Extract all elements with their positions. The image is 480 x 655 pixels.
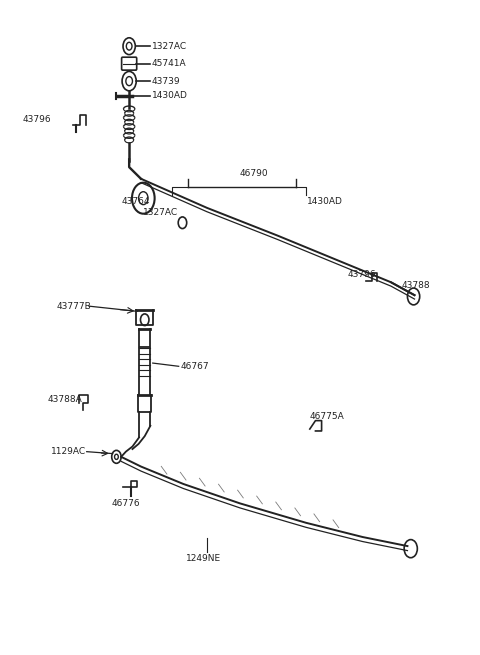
Circle shape: [178, 217, 187, 229]
Text: 1249NE: 1249NE: [186, 554, 221, 563]
Text: 46790: 46790: [240, 169, 269, 178]
Text: 1430AD: 1430AD: [152, 92, 188, 100]
Text: 43796: 43796: [348, 270, 376, 279]
Text: 1430AD: 1430AD: [307, 197, 343, 206]
Text: 45741A: 45741A: [152, 59, 186, 68]
Text: 43777B: 43777B: [57, 302, 92, 310]
Text: 46767: 46767: [181, 362, 210, 371]
Text: 1129AC: 1129AC: [51, 447, 86, 456]
Text: 43739: 43739: [152, 77, 180, 86]
Text: 1327AC: 1327AC: [144, 208, 179, 217]
Text: 43788A: 43788A: [48, 396, 82, 404]
Text: 46776: 46776: [112, 499, 140, 508]
Text: 1327AC: 1327AC: [152, 42, 187, 50]
Text: 43764: 43764: [121, 197, 150, 206]
Text: 43788: 43788: [402, 281, 431, 290]
Text: 46775A: 46775A: [310, 412, 345, 421]
Text: 43796: 43796: [23, 115, 52, 124]
